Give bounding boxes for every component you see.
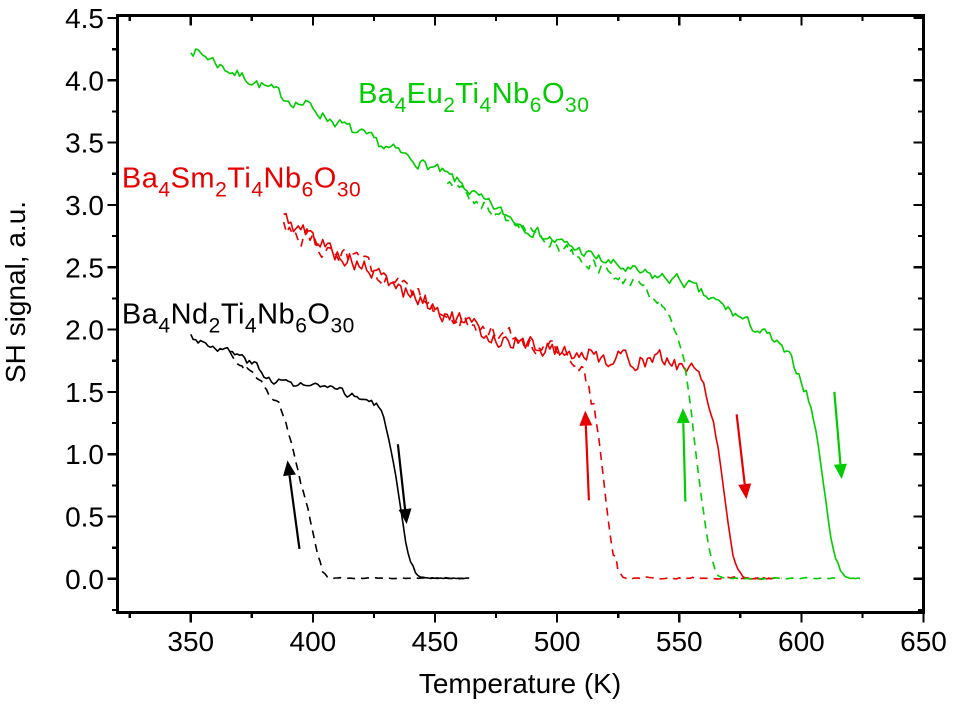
y-tick-label: 1.5 [65,377,104,408]
label-Ba4Eu2Ti4Nb6O30-subscript: 4 [395,94,407,117]
Ba4Nd2Ti4Nb6O30-heating-arrow-shaft [288,475,301,550]
label-Ba4Sm2Ti4Nb6O30-element: Ti [227,163,251,195]
label-Ba4Sm2Ti4Nb6O30-element: Sm [171,163,216,195]
label-Ba4Eu2Ti4Nb6O30-element: Nb [492,78,530,110]
Ba4Eu2Ti4Nb6O30-heating-arrow-shaft [682,423,687,502]
y-tick-label: 2.0 [65,315,104,346]
series-Ba4Nd2Ti4Nb6O30-cooling-curve [190,333,470,580]
plot-frame [116,14,925,614]
x-axis-title: Temperature (K) [418,668,622,699]
label-Ba4Eu2Ti4Nb6O30-subscript: 4 [480,94,492,117]
Ba4Nd2Ti4Nb6O30-cooling-arrow-head [398,508,412,525]
series-Ba4Eu2Ti4Nb6O30-heating-curve [446,181,839,580]
label-Ba4Nd2Ti4Nb6O30-element: O [307,298,330,330]
Ba4Eu2Ti4Nb6O30-cooling-arrow-head [833,463,847,480]
x-tick-label: 500 [534,626,581,657]
Ba4Nd2Ti4Nb6O30-heating-arrow-head [283,460,296,477]
label-Ba4Nd2Ti4Nb6O30-subscript: 4 [245,314,257,337]
y-tick-label: 4.0 [65,65,104,96]
y-tick-label: 0.5 [65,502,104,533]
label-Ba4Nd2Ti4Nb6O30-subscript: 4 [158,314,170,337]
x-tick-label: 350 [167,626,214,657]
label-Ba4Nd2Ti4Nb6O30-element: Nd [171,298,209,330]
label-Ba4Sm2Ti4Nb6O30-subscript: 4 [158,179,170,202]
Ba4Eu2Ti4Nb6O30-heating-arrow-head [676,408,690,424]
label-Ba4Sm2Ti4Nb6O30-element: Ba [122,163,159,195]
y-tick-label: 3.5 [65,128,104,159]
label-Ba4Nd2Ti4Nb6O30-element: Ti [221,298,245,330]
label-Ba4Nd2Ti4Nb6O30-subscript: 2 [209,314,221,337]
series-Ba4Nd2Ti4Nb6O30-heating-curve [229,351,465,580]
Ba4Sm2Ti4Nb6O30-heating-arrow-shaft [584,425,590,501]
x-tick-label: 650 [900,626,947,657]
label-Ba4Nd2Ti4Nb6O30-subscript: 6 [295,314,307,337]
series-Ba4Eu2Ti4Nb6O30-cooling-curve [190,48,861,580]
y-tick-label: 1.0 [65,439,104,470]
y-tick-label: 4.5 [65,3,104,34]
label-Ba4Sm2Ti4Nb6O30-subscript: 30 [337,179,361,202]
label-Ba4Sm2Ti4Nb6O30: Ba4​Sm2​Ti4​Nb6​O30​ [122,163,361,202]
Ba4Sm2Ti4Nb6O30-cooling-arrow-shaft [735,414,746,485]
y-tick-label: 2.5 [65,252,104,283]
label-Ba4Sm2Ti4Nb6O30-subscript: 4 [251,179,263,202]
label-Ba4Sm2Ti4Nb6O30-subscript: 2 [215,179,227,202]
label-Ba4Nd2Ti4Nb6O30: Ba4​Nd2​Ti4​Nb6​O30​ [122,298,355,337]
label-Ba4Eu2Ti4Nb6O30-element: O [542,78,565,110]
label-Ba4Sm2Ti4Nb6O30-subscript: 6 [302,179,314,202]
label-Ba4Eu2Ti4Nb6O30-subscript: 6 [530,94,542,117]
series-Ba4Sm2Ti4Nb6O30-heating-curve [282,221,782,581]
x-tick-label: 400 [290,626,337,657]
Ba4Sm2Ti4Nb6O30-heating-arrow-head [579,410,593,426]
x-tick-label: 550 [656,626,703,657]
y-tick-label: 0.0 [65,564,104,595]
y-axis-title: SH signal, a.u. [0,200,31,384]
label-Ba4Sm2Ti4Nb6O30-element: Nb [264,163,302,195]
label-Ba4Nd2Ti4Nb6O30-subscript: 30 [330,314,354,337]
x-tick-label: 450 [412,626,459,657]
label-Ba4Nd2Ti4Nb6O30-element: Ba [122,298,159,330]
x-tick-label: 600 [778,626,825,657]
label-Ba4Eu2Ti4Nb6O30: Ba4​Eu2​Ti4​Nb6​O30​ [358,78,589,117]
Ba4Eu2Ti4Nb6O30-cooling-arrow-shaft [833,391,842,465]
Ba4Nd2Ti4Nb6O30-cooling-arrow-shaft [396,444,407,510]
label-Ba4Eu2Ti4Nb6O30-subscript: 2 [443,94,455,117]
Ba4Sm2Ti4Nb6O30-cooling-arrow-head [738,483,752,500]
label-Ba4Eu2Ti4Nb6O30-element: Ba [358,78,395,110]
series-Ba4Sm2Ti4Nb6O30-cooling-curve [283,212,773,580]
label-Ba4Eu2Ti4Nb6O30-subscript: 30 [565,94,589,117]
y-tick-label: 3.0 [65,190,104,221]
label-Ba4Eu2Ti4Nb6O30-element: Ti [455,78,479,110]
label-Ba4Eu2Ti4Nb6O30-element: Eu [407,78,443,110]
label-Ba4Nd2Ti4Nb6O30-element: Nb [257,298,295,330]
label-Ba4Sm2Ti4Nb6O30-element: O [314,163,337,195]
